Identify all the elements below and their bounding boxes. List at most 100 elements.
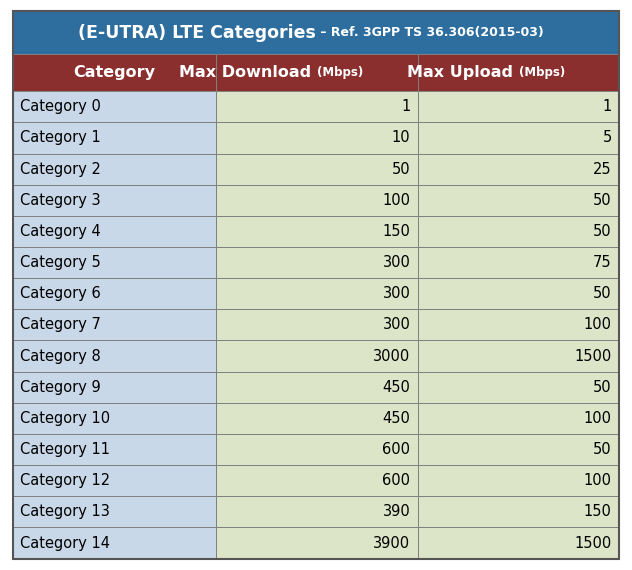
Bar bbox=[418, 91, 619, 123]
Text: 100: 100 bbox=[584, 317, 612, 332]
Text: 50: 50 bbox=[593, 224, 612, 239]
Text: 25: 25 bbox=[593, 162, 612, 177]
Bar bbox=[13, 185, 216, 216]
Text: 5: 5 bbox=[602, 131, 612, 145]
Bar bbox=[418, 310, 619, 340]
Text: Category 9: Category 9 bbox=[20, 380, 101, 394]
Text: Category 12: Category 12 bbox=[20, 473, 111, 488]
Text: Category: Category bbox=[73, 65, 155, 80]
Text: Category 14: Category 14 bbox=[20, 536, 110, 551]
Text: Max Download: Max Download bbox=[179, 65, 317, 80]
Bar bbox=[418, 278, 619, 310]
Text: Category 5: Category 5 bbox=[20, 255, 101, 270]
Bar bbox=[13, 310, 216, 340]
Text: 50: 50 bbox=[593, 380, 612, 394]
Text: 3900: 3900 bbox=[374, 536, 410, 551]
Bar bbox=[13, 278, 216, 310]
Bar bbox=[13, 465, 216, 496]
Text: Category 4: Category 4 bbox=[20, 224, 101, 239]
Bar bbox=[418, 185, 619, 216]
Text: Category 3: Category 3 bbox=[20, 193, 101, 207]
Text: 1: 1 bbox=[602, 99, 612, 114]
Text: (Mbps): (Mbps) bbox=[519, 66, 565, 79]
Bar bbox=[13, 91, 216, 123]
Text: 1500: 1500 bbox=[574, 536, 612, 551]
Bar bbox=[216, 403, 418, 434]
Bar bbox=[418, 465, 619, 496]
Text: (Mbps): (Mbps) bbox=[317, 66, 363, 79]
Bar bbox=[13, 496, 216, 527]
Text: 150: 150 bbox=[382, 224, 410, 239]
Text: 300: 300 bbox=[382, 255, 410, 270]
Text: Max Upload: Max Upload bbox=[407, 65, 519, 80]
Text: 150: 150 bbox=[584, 504, 612, 519]
Bar bbox=[13, 153, 216, 185]
Text: 1500: 1500 bbox=[574, 349, 612, 364]
Bar bbox=[418, 372, 619, 403]
Text: 50: 50 bbox=[593, 193, 612, 207]
Bar bbox=[216, 496, 418, 527]
Bar bbox=[216, 123, 418, 153]
Text: Category 6: Category 6 bbox=[20, 286, 101, 301]
Text: – Ref. 3GPP TS 36.306(2015-03): – Ref. 3GPP TS 36.306(2015-03) bbox=[316, 26, 544, 39]
Text: 75: 75 bbox=[593, 255, 612, 270]
Bar bbox=[216, 465, 418, 496]
Bar bbox=[216, 434, 418, 465]
Text: 10: 10 bbox=[392, 131, 410, 145]
Bar bbox=[13, 340, 216, 372]
Bar bbox=[216, 340, 418, 372]
Text: 3000: 3000 bbox=[373, 349, 410, 364]
Bar bbox=[216, 153, 418, 185]
Text: 450: 450 bbox=[382, 411, 410, 426]
Bar bbox=[216, 91, 418, 123]
Bar bbox=[13, 11, 619, 54]
Bar bbox=[418, 527, 619, 559]
Bar bbox=[418, 403, 619, 434]
Text: Category 1: Category 1 bbox=[20, 131, 101, 145]
Text: Category 7: Category 7 bbox=[20, 317, 101, 332]
Text: 600: 600 bbox=[382, 473, 410, 488]
Bar bbox=[216, 54, 418, 91]
Bar bbox=[13, 403, 216, 434]
Text: 1: 1 bbox=[401, 99, 410, 114]
Text: 50: 50 bbox=[593, 286, 612, 301]
Text: 50: 50 bbox=[392, 162, 410, 177]
Text: Category 10: Category 10 bbox=[20, 411, 111, 426]
Bar bbox=[418, 247, 619, 278]
Text: 100: 100 bbox=[382, 193, 410, 207]
Bar bbox=[216, 527, 418, 559]
Text: 450: 450 bbox=[382, 380, 410, 394]
Text: 390: 390 bbox=[382, 504, 410, 519]
Text: Category 8: Category 8 bbox=[20, 349, 101, 364]
Text: (E-UTRA) LTE Categories: (E-UTRA) LTE Categories bbox=[78, 24, 316, 42]
Bar bbox=[418, 54, 619, 91]
Bar bbox=[418, 496, 619, 527]
Bar bbox=[216, 278, 418, 310]
Bar bbox=[216, 216, 418, 247]
Bar bbox=[13, 123, 216, 153]
Bar bbox=[13, 216, 216, 247]
Bar bbox=[418, 153, 619, 185]
Text: 300: 300 bbox=[382, 286, 410, 301]
Bar bbox=[216, 185, 418, 216]
Bar bbox=[216, 372, 418, 403]
Text: 300: 300 bbox=[382, 317, 410, 332]
Bar bbox=[418, 340, 619, 372]
Bar bbox=[13, 372, 216, 403]
Bar bbox=[418, 216, 619, 247]
Bar bbox=[418, 434, 619, 465]
Bar bbox=[216, 310, 418, 340]
Bar bbox=[13, 54, 216, 91]
Bar bbox=[418, 123, 619, 153]
Text: 100: 100 bbox=[584, 473, 612, 488]
Text: 600: 600 bbox=[382, 442, 410, 457]
Text: 100: 100 bbox=[584, 411, 612, 426]
Text: Category 2: Category 2 bbox=[20, 162, 101, 177]
Text: Category 0: Category 0 bbox=[20, 99, 101, 114]
Bar bbox=[13, 434, 216, 465]
Bar bbox=[216, 247, 418, 278]
Text: Category 13: Category 13 bbox=[20, 504, 110, 519]
Text: 50: 50 bbox=[593, 442, 612, 457]
Bar bbox=[13, 527, 216, 559]
Bar bbox=[13, 247, 216, 278]
